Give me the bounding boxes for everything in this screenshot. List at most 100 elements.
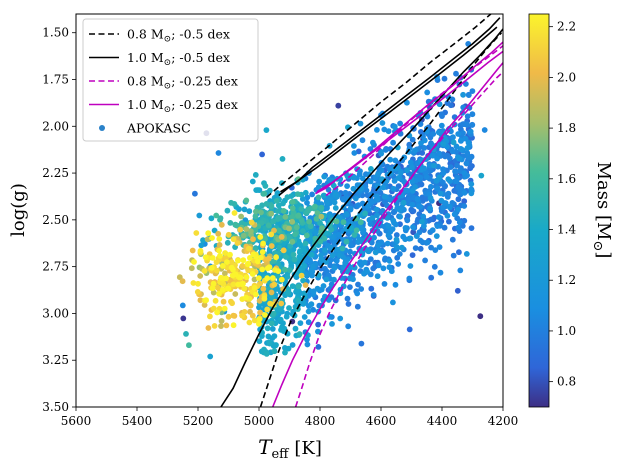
scatter-point — [347, 205, 354, 212]
scatter-point — [285, 345, 292, 352]
scatter-point — [305, 319, 312, 326]
scatter-point — [180, 315, 187, 322]
scatter-point — [385, 223, 392, 230]
scatter-point — [234, 240, 241, 247]
scatter-point — [256, 316, 263, 322]
legend: 0.8 M⊙; -0.5 dex 1.0 M⊙; -0.5 dex 0.8 M⊙; … — [82, 18, 259, 142]
scatter-point — [246, 319, 253, 326]
y-tick-label: 2.50 — [42, 213, 69, 227]
scatter-point — [237, 226, 244, 233]
scatter-point — [274, 191, 281, 198]
scatter-point — [296, 241, 303, 248]
scatter-point — [449, 236, 456, 243]
scatter-point — [461, 170, 468, 176]
scatter-point — [328, 281, 335, 288]
scatter-point — [354, 303, 361, 310]
scatter-point — [362, 210, 368, 217]
scatter-point — [465, 139, 472, 146]
scatter-point — [315, 328, 321, 335]
scatter-point — [270, 218, 276, 225]
scatter-point — [372, 249, 379, 256]
scatter-point — [463, 251, 470, 257]
scatter-point — [266, 340, 273, 347]
scatter-point — [351, 150, 358, 156]
scatter-point — [260, 285, 267, 292]
scatter-point — [296, 254, 303, 260]
scatter-point — [409, 136, 416, 143]
scatter-point — [361, 259, 368, 266]
scatter-point — [333, 257, 340, 264]
scatter-point — [304, 341, 311, 348]
scatter-point — [469, 122, 475, 128]
scatter-point — [258, 209, 264, 216]
scatter-point — [401, 154, 408, 161]
scatter-point — [294, 191, 301, 198]
scatter-point — [252, 291, 259, 298]
scatter-point — [392, 281, 399, 288]
scatter-point — [450, 139, 457, 146]
scatter-point — [386, 258, 393, 264]
scatter-point — [468, 190, 475, 197]
scatter-point — [336, 252, 343, 259]
scatter-point — [219, 287, 226, 293]
scatter-point — [264, 265, 271, 272]
scatter-point — [293, 224, 300, 231]
scatter-point — [332, 205, 339, 211]
scatter-point — [386, 264, 393, 271]
scatter-point — [280, 247, 287, 254]
scatter-point — [345, 323, 352, 330]
scatter-point — [268, 320, 275, 327]
scatter-point — [374, 212, 380, 219]
scatter-point — [281, 266, 288, 273]
scatter-point — [418, 181, 425, 188]
scatter-point — [225, 313, 232, 320]
scatter-point — [407, 263, 414, 269]
scatter-point — [382, 255, 389, 262]
scatter-point — [304, 194, 311, 201]
legend-label: 1.0 M⊙; -0.5 dex — [127, 50, 230, 68]
scatter-point — [478, 172, 485, 179]
scatter-point — [268, 289, 275, 296]
scatter-point — [218, 274, 224, 281]
scatter-point — [243, 197, 250, 204]
scatter-point — [295, 283, 302, 290]
scatter-point — [246, 208, 253, 215]
scatter-point — [286, 305, 292, 311]
scatter-point — [419, 150, 426, 156]
scatter-point — [259, 266, 266, 273]
colorbar-tick-label: 1.8 — [557, 121, 576, 135]
x-axis-label: Teff [K] — [258, 435, 322, 462]
scatter-point — [209, 255, 216, 261]
scatter-point — [373, 206, 380, 213]
scatter-point — [409, 187, 416, 194]
scatter-point — [356, 237, 363, 244]
scatter-point — [321, 173, 328, 180]
scatter-point — [396, 251, 403, 257]
scatter-point — [218, 318, 225, 324]
scatter-point — [468, 181, 475, 188]
scatter-point — [317, 220, 323, 226]
scatter-point — [283, 254, 289, 260]
scatter-point — [412, 245, 419, 252]
scatter-point — [268, 203, 275, 210]
scatter-point — [427, 195, 434, 202]
scatter-point — [302, 240, 309, 247]
scatter-point — [469, 88, 476, 94]
scatter-point — [434, 185, 441, 192]
scatter-point — [421, 223, 427, 230]
y-tick-label: 3.25 — [42, 353, 69, 367]
scatter-point — [319, 225, 325, 232]
scatter-point — [442, 135, 448, 142]
scatter-point — [421, 227, 427, 234]
scatter-point — [367, 146, 374, 152]
scatter-point — [241, 206, 248, 213]
scatter-point — [261, 346, 267, 353]
scatter-point — [289, 238, 296, 245]
scatter-point — [276, 244, 283, 251]
scatter-point — [230, 266, 236, 273]
scatter-point — [387, 156, 394, 163]
scatter-point — [345, 301, 352, 307]
scatter-point — [410, 224, 416, 231]
scatter-point — [406, 196, 412, 203]
scatter-point — [327, 262, 334, 269]
